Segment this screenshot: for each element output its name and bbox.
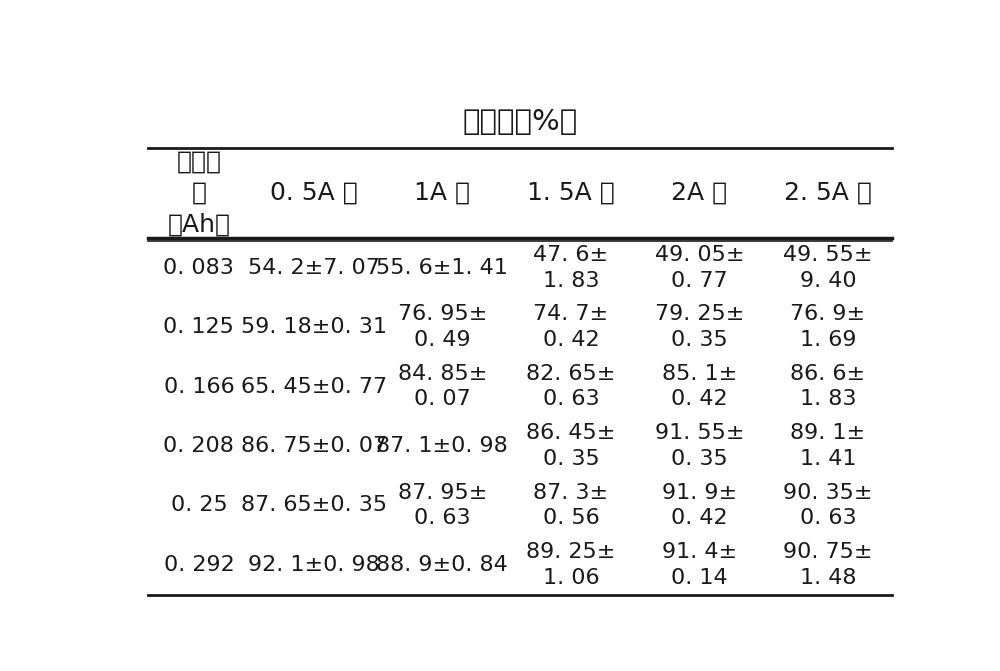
Text: 86. 75±0. 07: 86. 75±0. 07: [241, 436, 387, 456]
Text: 86. 6±
1. 83: 86. 6± 1. 83: [790, 364, 866, 409]
Text: 49. 55±
9. 40: 49. 55± 9. 40: [783, 245, 873, 291]
Text: 2A 组: 2A 组: [671, 181, 727, 205]
Text: 87. 95±
0. 63: 87. 95± 0. 63: [398, 482, 487, 528]
Text: 0. 208: 0. 208: [163, 436, 234, 456]
Text: 88. 9±0. 84: 88. 9±0. 84: [376, 555, 508, 575]
Text: 76. 95±
0. 49: 76. 95± 0. 49: [398, 305, 487, 350]
Text: 65. 45±0. 77: 65. 45±0. 77: [241, 376, 387, 397]
Text: 2. 5A 组: 2. 5A 组: [784, 181, 872, 205]
Text: 0. 5A 组: 0. 5A 组: [270, 181, 358, 205]
Text: 0. 292: 0. 292: [164, 555, 234, 575]
Text: 90. 75±
1. 48: 90. 75± 1. 48: [783, 542, 873, 588]
Text: 1A 组: 1A 组: [414, 181, 470, 205]
Text: 1. 5A 组: 1. 5A 组: [527, 181, 615, 205]
Text: 59. 18±0. 31: 59. 18±0. 31: [241, 317, 387, 338]
Text: 79. 25±
0. 35: 79. 25± 0. 35: [655, 305, 744, 350]
Text: 76. 9±
1. 69: 76. 9± 1. 69: [790, 305, 866, 350]
Text: 0. 083: 0. 083: [163, 258, 234, 278]
Text: 91. 9±
0. 42: 91. 9± 0. 42: [662, 482, 737, 528]
Text: 0. 25: 0. 25: [171, 495, 227, 515]
Text: 84. 85±
0. 07: 84. 85± 0. 07: [398, 364, 487, 409]
Text: 55. 6±1. 41: 55. 6±1. 41: [376, 258, 508, 278]
Text: 0. 125: 0. 125: [163, 317, 234, 338]
Text: 89. 1±
1. 41: 89. 1± 1. 41: [790, 423, 866, 469]
Text: 90. 35±
0. 63: 90. 35± 0. 63: [783, 482, 873, 528]
Text: 87. 3±
0. 56: 87. 3± 0. 56: [533, 482, 608, 528]
Text: 82. 65±
0. 63: 82. 65± 0. 63: [526, 364, 616, 409]
Text: 絮凝率（%）: 絮凝率（%）: [463, 108, 578, 136]
Text: 电量组
别
（Ah）: 电量组 别 （Ah）: [167, 149, 230, 236]
Text: 49. 05±
0. 77: 49. 05± 0. 77: [655, 245, 744, 291]
Text: 54. 2±7. 07: 54. 2±7. 07: [248, 258, 380, 278]
Text: 0. 166: 0. 166: [164, 376, 234, 397]
Text: 74. 7±
0. 42: 74. 7± 0. 42: [533, 305, 608, 350]
Text: 85. 1±
0. 42: 85. 1± 0. 42: [662, 364, 737, 409]
Text: 92. 1±0. 98: 92. 1±0. 98: [248, 555, 380, 575]
Text: 91. 55±
0. 35: 91. 55± 0. 35: [655, 423, 744, 469]
Text: 86. 45±
0. 35: 86. 45± 0. 35: [526, 423, 616, 469]
Text: 47. 6±
1. 83: 47. 6± 1. 83: [533, 245, 608, 291]
Text: 91. 4±
0. 14: 91. 4± 0. 14: [662, 542, 737, 588]
Text: 89. 25±
1. 06: 89. 25± 1. 06: [526, 542, 616, 588]
Text: 87. 65±0. 35: 87. 65±0. 35: [241, 495, 387, 515]
Text: 87. 1±0. 98: 87. 1±0. 98: [376, 436, 508, 456]
